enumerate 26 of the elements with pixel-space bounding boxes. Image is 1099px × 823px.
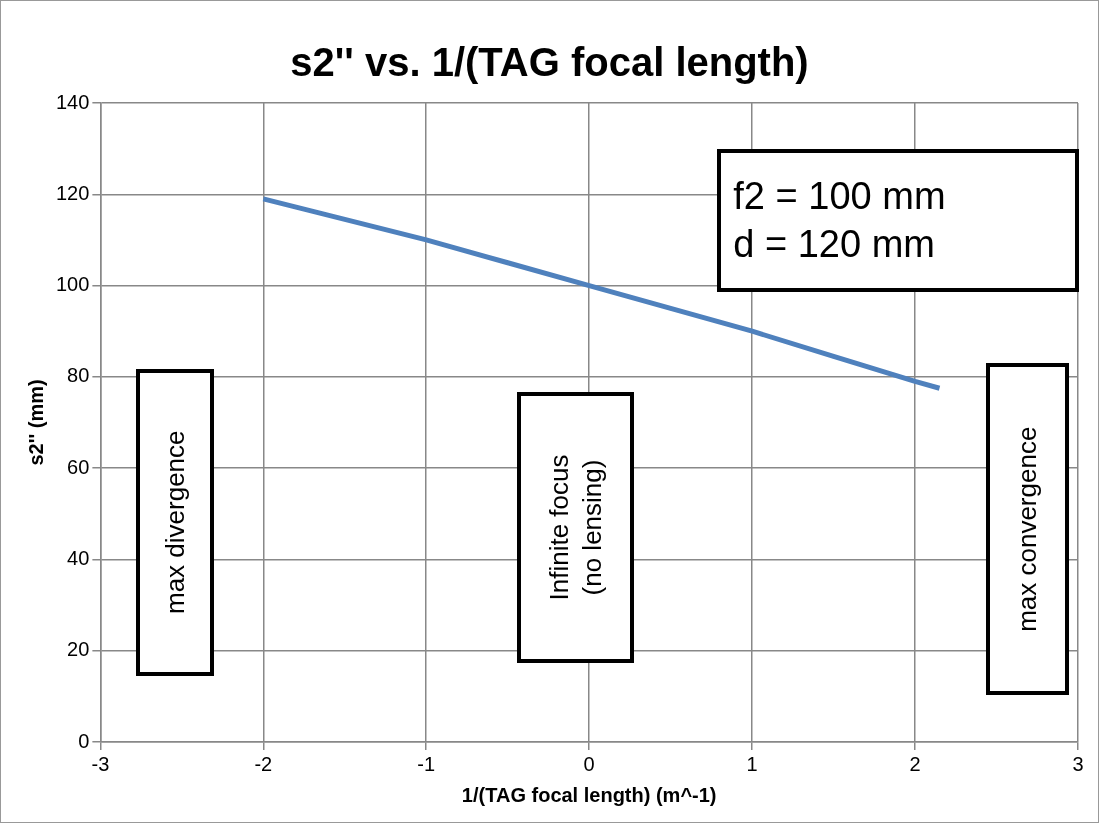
x-tick-label: -1	[417, 752, 436, 775]
note-box: max divergence	[135, 369, 214, 676]
x-tick-label: -2	[254, 752, 273, 775]
note-box: f2 = 100 mm d = 120 mm	[717, 148, 1079, 293]
x-axis-title: 1/(TAG focal length) (m^-1)	[461, 783, 717, 806]
chart-title: s2'' vs. 1/(TAG focal length)	[290, 40, 809, 85]
y-axis-title: s2'' (mm)	[24, 379, 47, 466]
y-tick-label: 140	[55, 90, 90, 113]
note-box: Infinite focus (no lensing)	[516, 391, 635, 664]
y-tick-label: 80	[67, 364, 90, 387]
annotation: max convergence	[1011, 426, 1044, 632]
y-tick-label: 0	[78, 729, 90, 752]
annotation: max divergence	[158, 430, 191, 615]
note-box: max convergence	[986, 362, 1070, 696]
annotation: Infinite focus (no lensing)	[543, 454, 608, 601]
x-tick-label: -3	[91, 752, 110, 775]
y-tick-label: 120	[55, 181, 90, 204]
x-tick-label: 0	[583, 752, 595, 775]
annotation: f2 = 100 mm d = 120 mm	[732, 174, 946, 267]
x-tick-label: 3	[1072, 752, 1084, 775]
y-tick-label: 40	[67, 546, 90, 569]
y-tick-label: 100	[55, 273, 90, 296]
y-tick-label: 60	[67, 455, 90, 478]
x-tick-label: 2	[909, 752, 921, 775]
y-tick-label: 20	[67, 638, 90, 661]
x-tick-label: 1	[746, 752, 758, 775]
